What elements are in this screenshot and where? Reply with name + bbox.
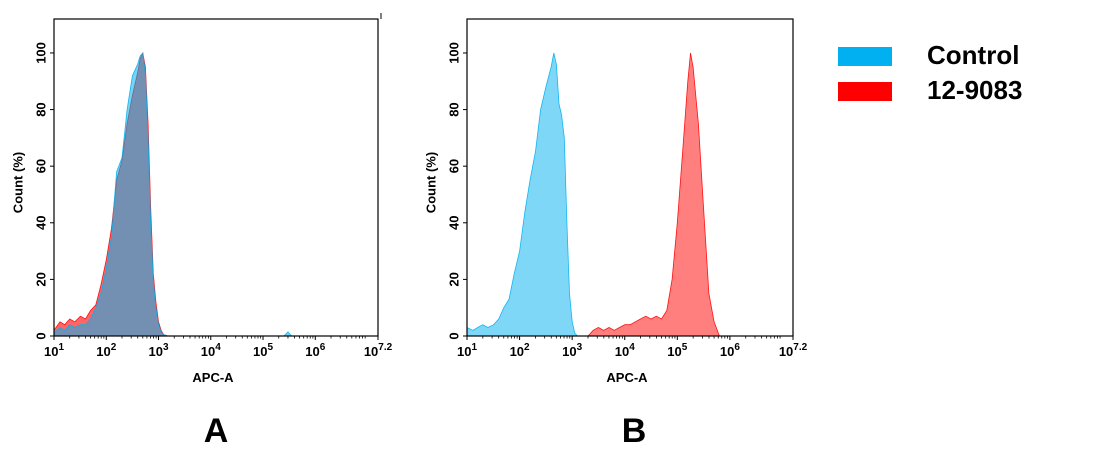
x-tick-exponent: 1	[58, 342, 64, 353]
x-tick-label: 106	[305, 342, 325, 359]
y-axis-title: Count (%)	[11, 152, 26, 213]
x-tick-exponent: 3	[577, 342, 583, 353]
x-tick-label: 103	[149, 342, 169, 359]
x-tick-label: 104	[615, 342, 635, 359]
x-tick-exponent: 4	[629, 342, 635, 353]
y-tick-label: 60	[34, 159, 49, 173]
x-tick-label: 107.2	[364, 342, 393, 359]
x-tick-base: 10	[720, 344, 734, 359]
x-tick-base: 10	[667, 344, 681, 359]
x-tick-base: 10	[562, 344, 576, 359]
x-tick-base: 10	[779, 344, 793, 359]
x-tick-label: 105	[253, 342, 273, 359]
x-tick-exponent: 5	[267, 342, 273, 353]
legend: Control 12-9083	[838, 40, 1022, 105]
legend-label: 12-9083	[927, 75, 1022, 105]
x-axis-title: APC-A	[606, 370, 648, 385]
y-tick-label: 20	[447, 272, 462, 286]
x-tick-label: 102	[96, 342, 116, 359]
x-tick-base: 10	[201, 344, 215, 359]
x-tick-label: 103	[562, 342, 582, 359]
x-tick-base: 10	[44, 344, 58, 359]
y-tick-label: 0	[34, 332, 49, 339]
y-tick-label: 80	[447, 102, 462, 116]
series-area-control	[53, 52, 300, 337]
x-tick-base: 10	[96, 344, 110, 359]
x-tick-base: 10	[149, 344, 163, 359]
x-tick-label: 102	[510, 342, 530, 359]
x-tick-base: 10	[457, 344, 471, 359]
legend-swatch	[838, 82, 892, 101]
x-tick-exponent: 3	[163, 342, 169, 353]
legend-label: Control	[927, 40, 1019, 70]
legend-item: Control	[838, 40, 1019, 70]
y-tick-label: 80	[34, 102, 49, 116]
x-tick-exponent: 7.2	[378, 342, 392, 353]
y-tick-label: 60	[447, 159, 462, 173]
y-tick-label: 100	[34, 42, 49, 64]
y-tick-label: 40	[34, 216, 49, 230]
x-tick-base: 10	[615, 344, 629, 359]
x-tick-label: 106	[720, 342, 740, 359]
x-tick-base: 10	[510, 344, 524, 359]
x-tick-exponent: 2	[524, 342, 530, 353]
y-tick-label: 0	[447, 332, 462, 339]
legend-item: 12-9083	[838, 75, 1022, 105]
x-tick-label: 104	[201, 342, 221, 359]
series-area-12-9083	[587, 52, 720, 337]
x-tick-label: 107.2	[779, 342, 808, 359]
x-tick-exponent: 7.2	[793, 342, 807, 353]
y-tick-label: 20	[34, 272, 49, 286]
legend-swatch	[838, 47, 892, 66]
x-tick-exponent: 2	[111, 342, 117, 353]
x-axis-title: APC-A	[192, 370, 234, 385]
panel-label: B	[622, 412, 647, 450]
plot-frame	[53, 18, 379, 337]
x-tick-exponent: 5	[682, 342, 688, 353]
x-tick-label: 101	[44, 342, 64, 359]
plot-frame	[466, 18, 794, 337]
x-tick-exponent: 4	[215, 342, 221, 353]
y-tick-label: 100	[447, 42, 462, 64]
x-tick-exponent: 1	[471, 342, 477, 353]
y-axis-title: Count (%)	[424, 152, 439, 213]
panel-label: A	[204, 412, 229, 450]
x-tick-label: 105	[667, 342, 687, 359]
x-tick-base: 10	[364, 344, 378, 359]
y-tick-label: 40	[447, 216, 462, 230]
x-tick-base: 10	[253, 344, 267, 359]
x-tick-label: 101	[457, 342, 477, 359]
x-tick-base: 10	[305, 344, 319, 359]
series-area-control	[466, 52, 579, 337]
x-tick-exponent: 6	[320, 342, 326, 353]
x-tick-exponent: 6	[734, 342, 740, 353]
